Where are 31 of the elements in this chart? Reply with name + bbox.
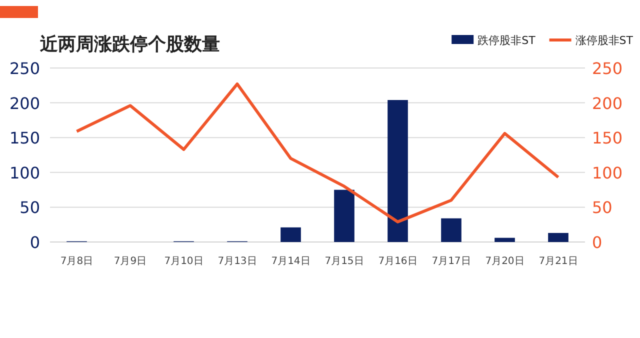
x-tick-label: 7月15日 [324,256,364,267]
y2-tick-label: 250 [592,59,623,78]
x-tick-label: 7月17日 [432,256,471,267]
y-tick-label: 250 [9,59,40,78]
legend-label: 跌停股非ST [478,34,536,47]
legend-label: 涨停股非ST [575,34,634,47]
y-tick-label: 200 [9,94,40,113]
y-tick-label: 50 [20,198,40,218]
x-tick-label: 7月8日 [60,256,94,267]
chart-title: 近两周涨跌停个股数量 [39,34,220,55]
bar [334,190,354,242]
x-tick-label: 7月16日 [378,256,418,267]
x-tick-label: 7月13日 [218,256,257,267]
y-tick-label: 100 [9,163,40,182]
bar [280,227,301,242]
bar [494,238,515,242]
y2-tick-label: 150 [592,128,623,148]
y2-tick-label: 0 [592,233,602,252]
x-tick-label: 7月9日 [114,256,147,267]
x-tick-label: 7月14日 [271,256,310,267]
bar [441,218,462,242]
y2-tick-label: 200 [592,94,623,113]
bar [388,100,408,242]
y-tick-label: 0 [30,233,40,252]
bar [548,232,568,242]
x-tick-label: 7月20日 [485,256,524,267]
x-tick-label: 7月10日 [164,256,204,267]
y2-tick-label: 100 [592,163,623,182]
y-tick-label: 150 [9,128,40,148]
y2-tick-label: 50 [592,198,612,218]
x-tick-label: 7月21日 [538,256,578,267]
